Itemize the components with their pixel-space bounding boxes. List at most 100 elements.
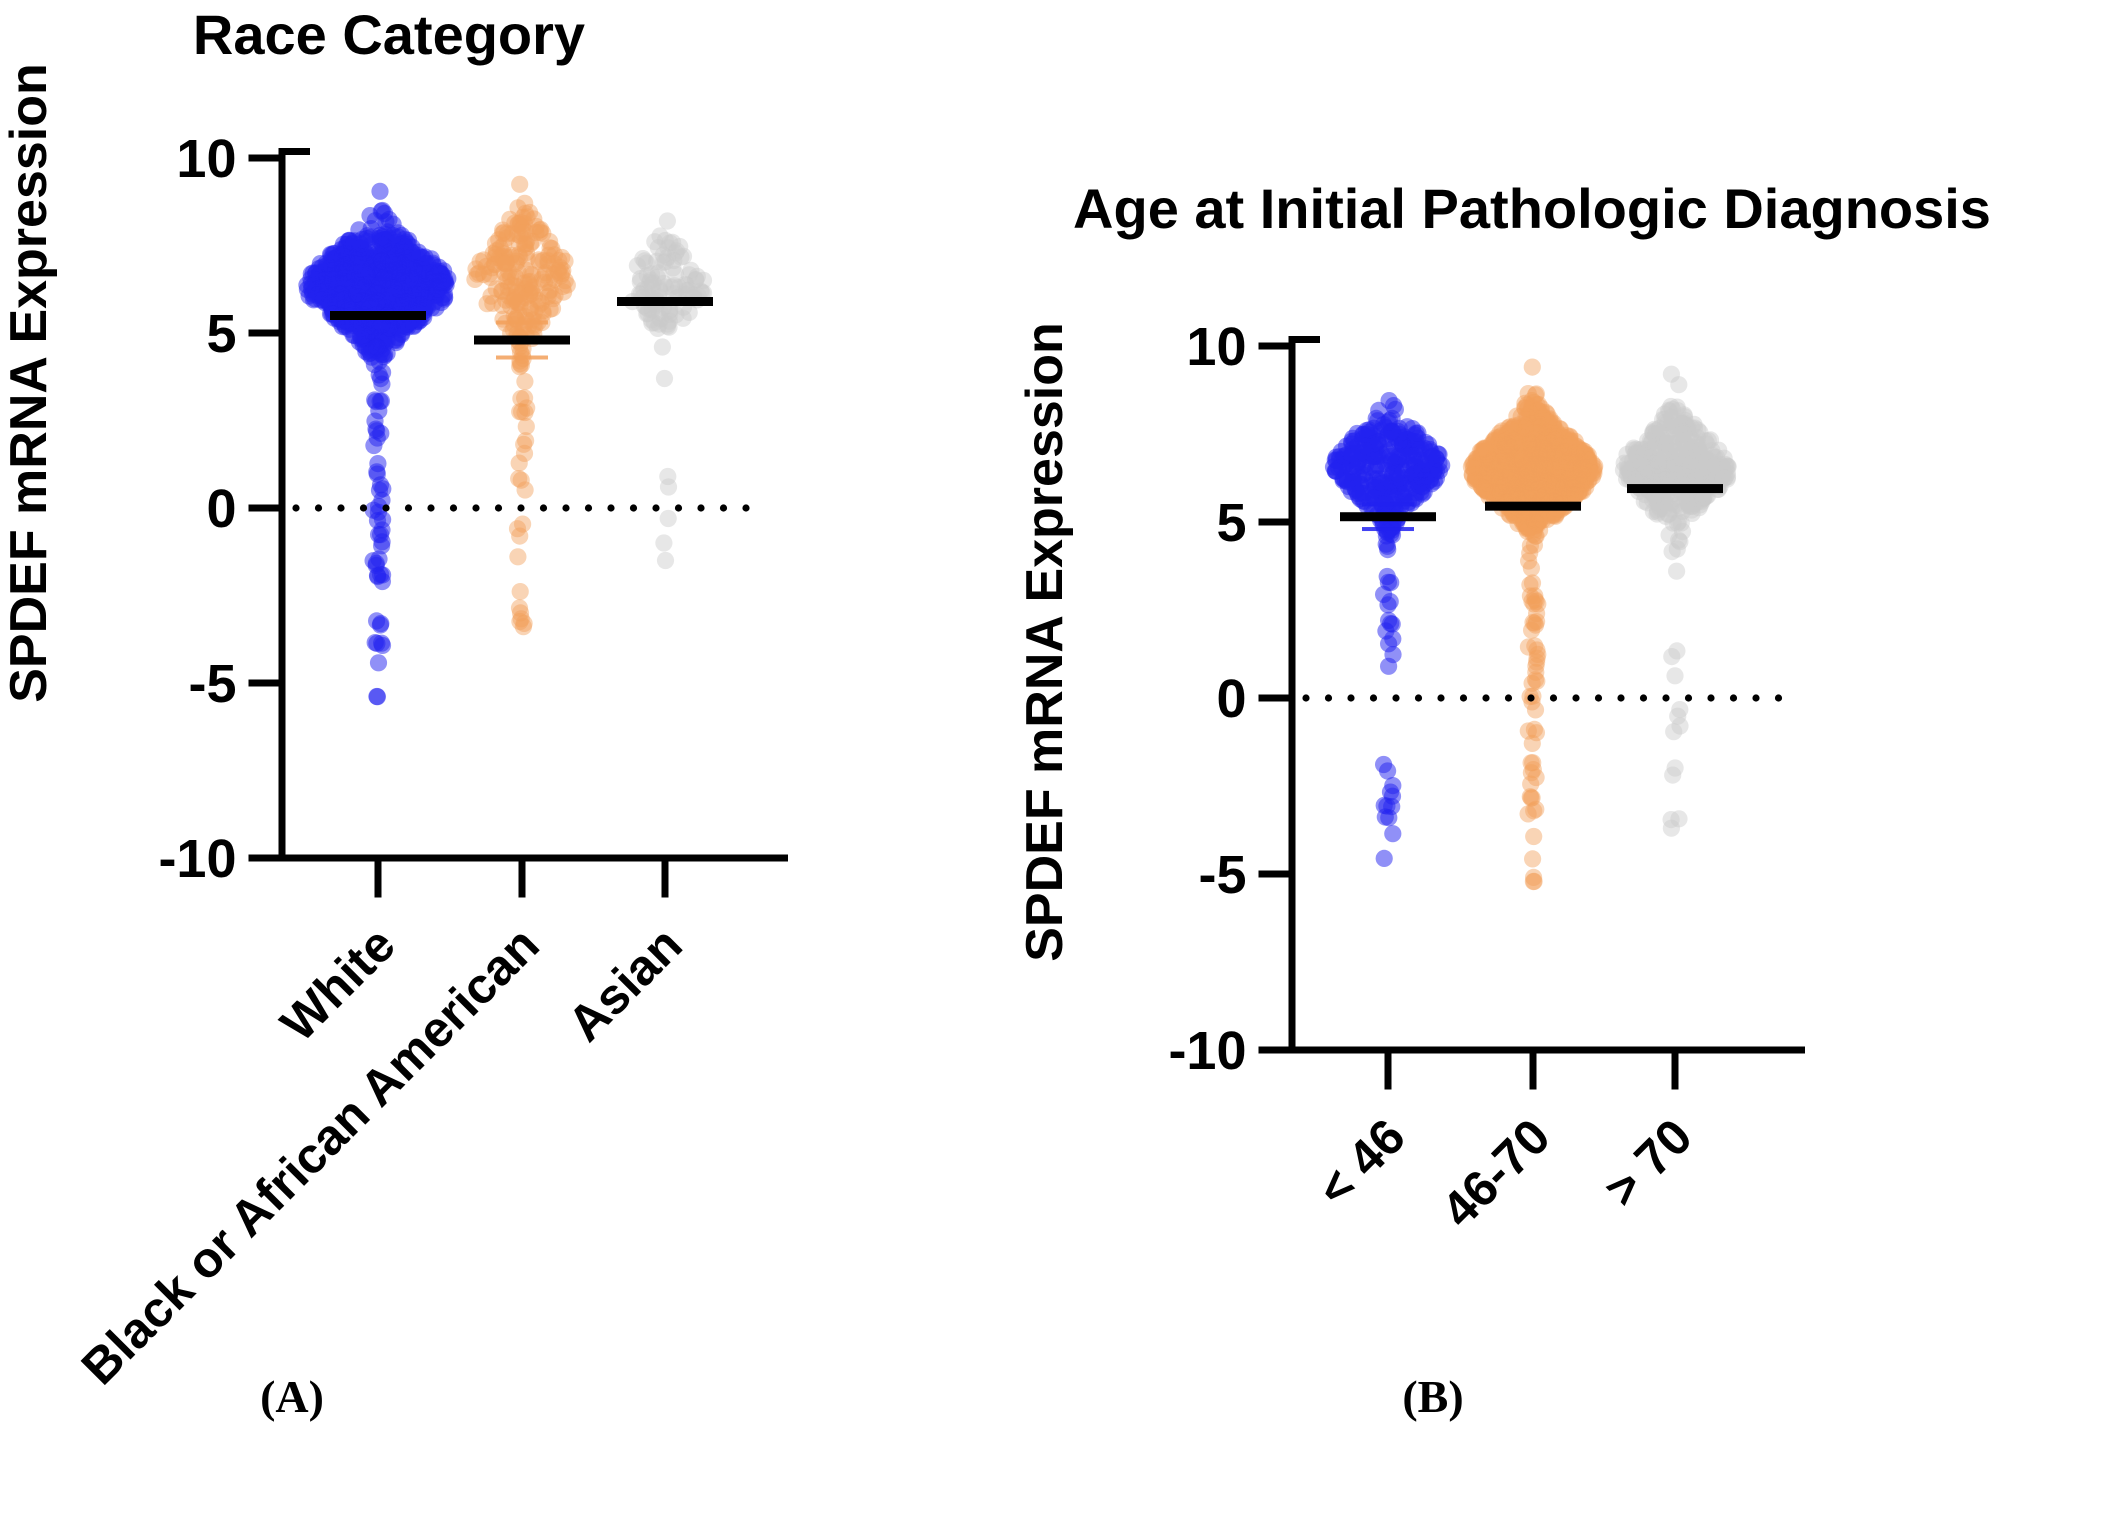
data-point bbox=[319, 271, 337, 289]
data-point bbox=[493, 296, 511, 314]
data-point bbox=[1536, 452, 1554, 471]
data-point bbox=[1570, 440, 1588, 459]
data-point bbox=[1476, 465, 1494, 483]
data-point bbox=[1559, 443, 1577, 461]
data-point bbox=[1511, 447, 1529, 465]
data-point bbox=[1543, 469, 1561, 487]
data-point bbox=[1491, 430, 1509, 448]
data-point bbox=[1524, 761, 1542, 779]
data-point bbox=[1531, 444, 1550, 462]
data-point bbox=[1486, 467, 1504, 485]
data-point bbox=[1479, 471, 1497, 489]
data-point bbox=[1534, 407, 1552, 425]
data-point bbox=[1568, 452, 1587, 470]
data-point bbox=[1567, 439, 1585, 457]
data-point bbox=[1577, 471, 1595, 489]
data-point bbox=[1524, 850, 1542, 868]
data-point bbox=[676, 275, 694, 294]
data-point bbox=[1545, 475, 1563, 493]
data-point bbox=[1510, 427, 1529, 446]
data-point bbox=[1519, 462, 1537, 480]
data-point bbox=[1675, 414, 1693, 432]
data-point bbox=[1525, 460, 1544, 478]
data-point bbox=[1528, 653, 1546, 671]
data-point bbox=[1480, 487, 1498, 505]
y-axis-spine bbox=[1288, 336, 1296, 1050]
data-point bbox=[551, 258, 569, 276]
data-point bbox=[688, 267, 706, 285]
data-point bbox=[520, 286, 539, 304]
data-point bbox=[1490, 479, 1508, 497]
data-point bbox=[1508, 407, 1526, 425]
data-point bbox=[1501, 437, 1519, 455]
data-point bbox=[1553, 478, 1571, 496]
data-point bbox=[666, 265, 685, 283]
data-point bbox=[1580, 457, 1599, 475]
data-point bbox=[1530, 513, 1548, 531]
data-point bbox=[1499, 424, 1517, 442]
data-point bbox=[1647, 469, 1665, 487]
data-point bbox=[1485, 449, 1503, 467]
data-point bbox=[1566, 480, 1584, 498]
data-point bbox=[661, 305, 679, 323]
data-point bbox=[1526, 591, 1544, 609]
y-tick-label: 0 bbox=[1216, 669, 1246, 729]
data-point bbox=[468, 265, 486, 283]
data-point bbox=[1528, 641, 1546, 659]
data-point bbox=[1521, 544, 1539, 562]
data-point bbox=[1579, 459, 1598, 477]
data-point bbox=[506, 289, 524, 307]
data-point bbox=[1479, 447, 1497, 466]
data-point bbox=[1520, 468, 1538, 486]
data-point bbox=[1503, 487, 1521, 505]
data-point bbox=[1555, 474, 1573, 493]
data-point bbox=[655, 369, 674, 388]
data-point bbox=[534, 224, 552, 242]
data-point bbox=[511, 227, 529, 245]
data-point bbox=[1508, 468, 1526, 486]
data-point bbox=[1538, 449, 1556, 467]
data-point bbox=[1558, 459, 1576, 477]
data-point bbox=[369, 455, 387, 473]
data-point bbox=[1501, 430, 1520, 448]
data-point bbox=[1576, 467, 1594, 485]
data-point bbox=[511, 175, 529, 193]
data-point bbox=[1536, 488, 1554, 506]
data-point bbox=[680, 266, 698, 284]
data-point bbox=[1526, 616, 1545, 634]
data-point bbox=[1523, 621, 1541, 639]
data-point bbox=[549, 263, 568, 281]
data-point bbox=[1534, 431, 1553, 449]
data-point bbox=[508, 293, 526, 311]
data-point bbox=[1551, 420, 1569, 438]
data-point bbox=[1546, 437, 1564, 456]
data-point bbox=[1529, 410, 1547, 428]
data-point bbox=[536, 264, 555, 282]
data-point bbox=[1494, 433, 1512, 451]
data-point bbox=[1497, 470, 1515, 488]
data-point bbox=[1485, 433, 1503, 451]
data-point bbox=[1558, 453, 1576, 471]
data-point bbox=[1579, 452, 1597, 470]
data-point bbox=[1523, 446, 1541, 464]
median-bar bbox=[617, 297, 713, 306]
data-point bbox=[1527, 472, 1545, 490]
data-point bbox=[664, 233, 682, 251]
data-point bbox=[667, 306, 685, 324]
data-point bbox=[1534, 456, 1552, 474]
data-point bbox=[1360, 421, 1378, 439]
data-point bbox=[1681, 428, 1699, 446]
data-point bbox=[1487, 460, 1505, 478]
data-point bbox=[1528, 395, 1546, 414]
data-point bbox=[1523, 469, 1542, 487]
data-point bbox=[1563, 456, 1581, 474]
data-point bbox=[1499, 435, 1517, 453]
data-point bbox=[1531, 416, 1549, 434]
data-point bbox=[513, 219, 532, 237]
data-point bbox=[1507, 470, 1525, 488]
data-point bbox=[1490, 433, 1508, 451]
data-point bbox=[1521, 788, 1539, 806]
data-point bbox=[1491, 459, 1509, 477]
y-tick bbox=[1258, 1046, 1289, 1054]
data-point bbox=[1573, 441, 1592, 460]
